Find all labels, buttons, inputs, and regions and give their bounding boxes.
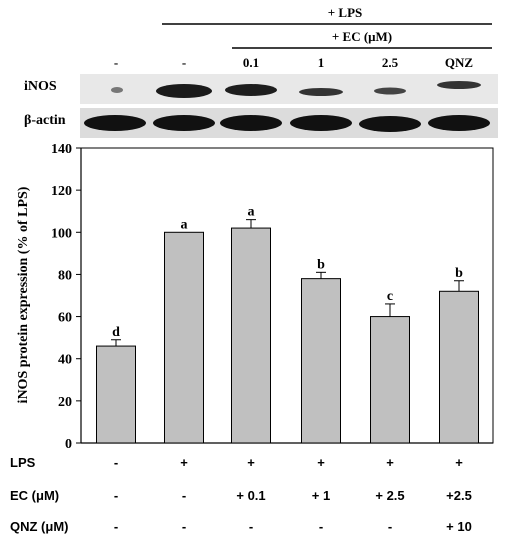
bar (370, 316, 410, 444)
condition-table: LPS - + + + + + EC (μM) - - + 0.1 + 1 + 2.5 +2.5 QNZ (… (10, 455, 472, 534)
y-tick-label: 140 (51, 142, 72, 157)
condition-value: - (182, 519, 186, 534)
significance-letter: a (248, 205, 255, 220)
bar (231, 227, 271, 444)
y-tick-label: 40 (58, 353, 72, 368)
condition-value: - (388, 519, 392, 534)
lane-label: 2.5 (382, 55, 399, 70)
y-tick-label: 80 (58, 268, 72, 283)
bar (439, 290, 479, 444)
y-ticks: 0 20 40 60 80 100 120 140 (51, 142, 81, 452)
lane-label: 0.1 (243, 55, 259, 70)
condition-value: - (114, 455, 118, 470)
condition-value: - (114, 519, 118, 534)
bar (96, 345, 136, 444)
condition-value: + 0.1 (236, 488, 265, 503)
condition-value: + (455, 455, 463, 470)
condition-value: - (319, 519, 323, 534)
condition-value: + (317, 455, 325, 470)
condition-value: +2.5 (446, 488, 472, 503)
row-label-inos: iNOS (24, 79, 57, 94)
condition-value: - (249, 519, 253, 534)
plot-frame (80, 147, 494, 444)
y-tick-label: 60 (58, 311, 72, 326)
significance-letter: b (317, 257, 325, 272)
y-tick-label: 20 (58, 395, 72, 410)
condition-row-label: LPS (10, 455, 36, 470)
lane-label: - (182, 55, 186, 70)
lane-label: 1 (318, 55, 325, 70)
significance-letter: a (181, 217, 188, 232)
lane-labels: - - 0.1 1 2.5 QNZ (114, 55, 474, 70)
condition-value: + 1 (312, 488, 330, 503)
condition-value: - (114, 488, 118, 503)
bars: d a a b c b (96, 205, 479, 444)
inos-blot (80, 74, 498, 104)
y-tick-label: 0 (65, 437, 72, 452)
header-lps: + LPS (328, 5, 363, 20)
condition-value: + (180, 455, 188, 470)
condition-value: + 2.5 (375, 488, 404, 503)
lane-label: - (114, 55, 118, 70)
condition-value: - (182, 488, 186, 503)
bar (301, 278, 341, 444)
y-tick-label: 100 (51, 226, 72, 241)
y-axis-label: iNOS protein expression (% of LPS) (16, 186, 31, 403)
condition-value: + (386, 455, 394, 470)
significance-letter: c (387, 289, 393, 304)
header-ec: + EC (μM) (332, 29, 392, 44)
significance-letter: d (112, 325, 120, 340)
lane-label: QNZ (445, 55, 474, 70)
condition-value: + 10 (446, 519, 472, 534)
condition-value: + (247, 455, 255, 470)
condition-row-label: EC (μM) (10, 488, 59, 503)
bar (164, 231, 204, 444)
y-tick-label: 120 (51, 184, 72, 199)
row-label-actin: β-actin (24, 113, 66, 128)
actin-blot (80, 108, 498, 138)
condition-row-label: QNZ (μM) (10, 519, 69, 534)
significance-letter: b (455, 266, 463, 281)
